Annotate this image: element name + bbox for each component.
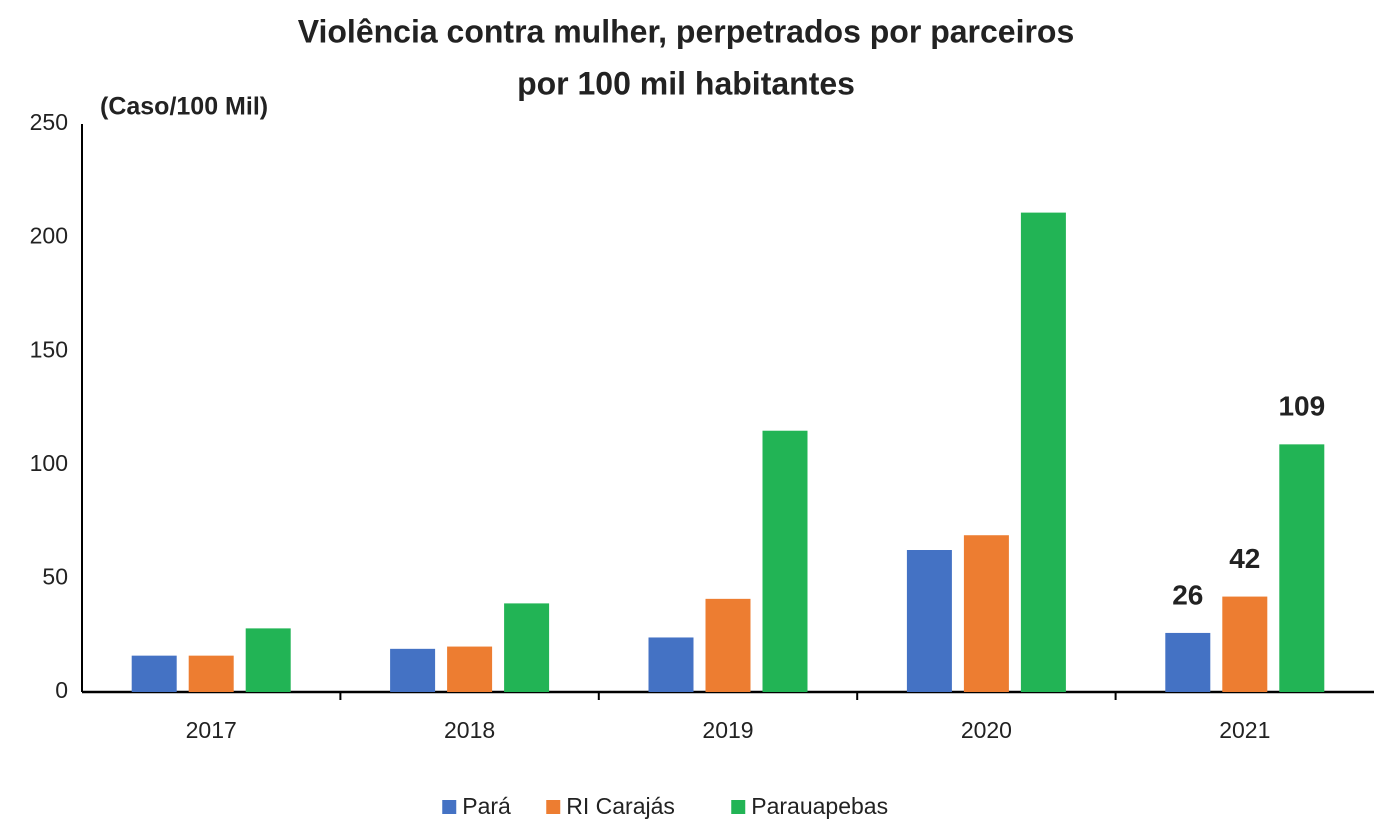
- y-axis-label: (Caso/100 Mil): [100, 93, 268, 121]
- bar: [447, 646, 493, 692]
- bar: [1165, 632, 1211, 692]
- data-label: 26: [1172, 579, 1203, 610]
- bar: [188, 655, 234, 692]
- y-tick-label: 250: [30, 109, 68, 135]
- bar: [1222, 596, 1268, 692]
- y-tick-label: 100: [30, 450, 68, 476]
- x-tick-label: 2019: [702, 717, 753, 743]
- bar: [963, 535, 1009, 692]
- chart-title: por 100 mil habitantes: [517, 65, 855, 101]
- y-tick-label: 150: [30, 336, 68, 362]
- bar: [648, 637, 694, 692]
- bar: [390, 648, 436, 692]
- bar: [1020, 212, 1066, 692]
- x-tick-label: 2021: [1219, 717, 1270, 743]
- bar: [245, 628, 291, 692]
- chart-title: Violência contra mulher, perpetrados por…: [298, 13, 1075, 49]
- bar: [131, 655, 177, 692]
- legend-label: RI Carajás: [566, 793, 675, 819]
- y-tick-label: 0: [55, 677, 68, 703]
- x-tick-label: 2020: [961, 717, 1012, 743]
- bar: [504, 603, 550, 692]
- data-label: 109: [1278, 391, 1325, 422]
- y-tick-label: 50: [42, 563, 68, 589]
- bar: [906, 550, 952, 692]
- x-tick-label: 2017: [186, 717, 237, 743]
- legend-swatch: [442, 800, 457, 814]
- data-label: 42: [1229, 543, 1260, 574]
- x-tick-label: 2018: [444, 717, 495, 743]
- legend-label: Pará: [462, 793, 511, 819]
- bar: [762, 430, 808, 692]
- y-tick-label: 200: [30, 223, 68, 249]
- legend-swatch: [546, 800, 561, 814]
- legend-swatch: [731, 800, 746, 814]
- legend-label: Parauapebas: [751, 793, 888, 819]
- bar: [705, 598, 751, 692]
- bar: [1279, 444, 1325, 692]
